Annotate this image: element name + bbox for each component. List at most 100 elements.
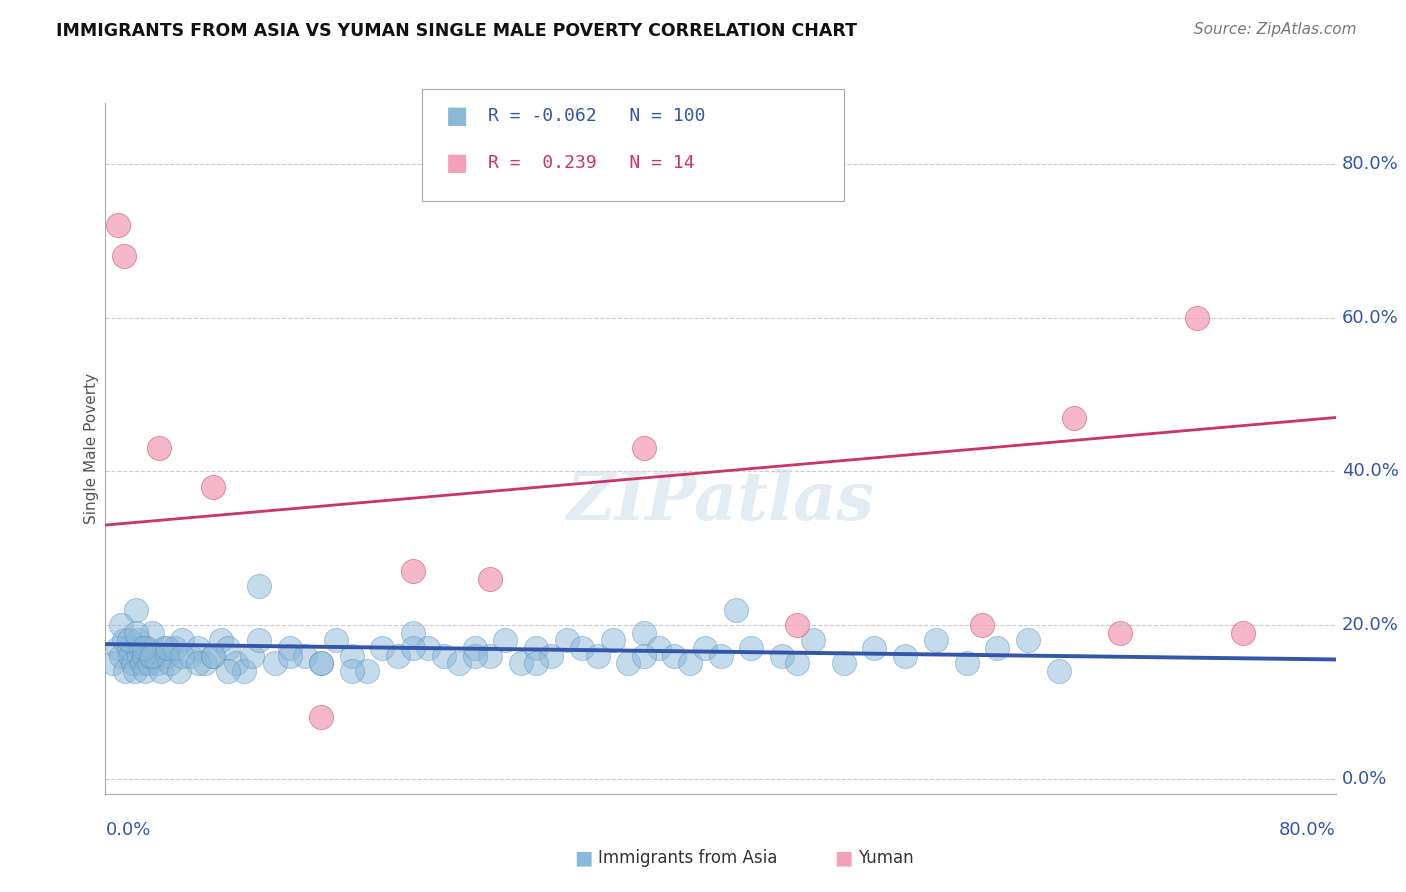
Text: R =  0.239   N = 14: R = 0.239 N = 14 (488, 154, 695, 172)
Point (832, 657, 855, 671)
Text: 20.0%: 20.0% (1341, 615, 1399, 634)
Text: ■: ■ (446, 152, 468, 175)
Point (371, 640, 394, 655)
Point (863, 640, 886, 655)
Point (309, 710, 332, 724)
Point (433, 648, 456, 663)
Point (402, 640, 425, 655)
Text: Immigrants from Asia: Immigrants from Asia (598, 849, 778, 867)
Point (143, 648, 166, 663)
Point (138, 657, 160, 671)
Point (633, 625, 655, 640)
Point (325, 633, 347, 648)
Point (202, 648, 225, 663)
Point (125, 602, 148, 616)
Point (356, 664, 378, 678)
Point (710, 648, 733, 663)
Point (571, 640, 593, 655)
Point (146, 657, 169, 671)
Point (786, 657, 808, 671)
Point (786, 618, 808, 632)
Point (540, 648, 562, 663)
Point (124, 664, 146, 678)
Point (494, 633, 516, 648)
Point (232, 664, 254, 678)
Point (122, 657, 145, 671)
Y-axis label: Single Male Poverty: Single Male Poverty (83, 373, 98, 524)
Point (141, 648, 163, 663)
Point (986, 640, 1008, 655)
Point (402, 625, 425, 640)
Point (925, 633, 948, 648)
Point (478, 648, 501, 663)
Point (1063, 410, 1085, 425)
Point (1187, 310, 1209, 325)
Point (132, 640, 155, 655)
Point (340, 664, 363, 678)
Point (120, 648, 141, 663)
Point (202, 480, 225, 494)
Point (128, 648, 150, 663)
Point (149, 664, 172, 678)
Point (218, 664, 240, 678)
Point (464, 648, 486, 663)
Point (129, 640, 152, 655)
Point (148, 442, 170, 455)
Point (278, 640, 301, 655)
Point (132, 648, 155, 663)
Point (478, 572, 501, 586)
Point (894, 648, 917, 663)
Point (664, 648, 686, 663)
Point (263, 657, 285, 671)
Point (418, 640, 440, 655)
Text: 80.0%: 80.0% (1341, 155, 1399, 173)
Point (278, 648, 301, 663)
Point (524, 657, 547, 671)
Point (125, 625, 148, 640)
Point (112, 633, 135, 648)
Point (956, 657, 979, 671)
Text: Source: ZipAtlas.com: Source: ZipAtlas.com (1194, 22, 1357, 37)
Point (159, 657, 181, 671)
Point (240, 648, 263, 663)
Point (110, 618, 132, 632)
Point (101, 657, 124, 671)
Point (107, 640, 129, 655)
Text: 80.0%: 80.0% (1279, 821, 1336, 838)
Text: IMMIGRANTS FROM ASIA VS YUMAN SINGLE MALE POVERTY CORRELATION CHART: IMMIGRANTS FROM ASIA VS YUMAN SINGLE MAL… (56, 22, 858, 40)
Point (1017, 633, 1039, 648)
Point (449, 657, 471, 671)
Point (633, 442, 655, 455)
Text: ■: ■ (574, 848, 593, 868)
Point (340, 648, 363, 663)
Point (801, 633, 824, 648)
Text: ■: ■ (446, 104, 468, 128)
Point (602, 633, 624, 648)
Point (156, 640, 179, 655)
Point (179, 648, 201, 663)
Point (679, 657, 702, 671)
Point (309, 657, 332, 671)
Point (218, 640, 240, 655)
Point (114, 664, 136, 678)
Point (153, 640, 176, 655)
Point (187, 657, 209, 671)
Point (509, 657, 531, 671)
Point (555, 633, 578, 648)
Point (209, 633, 232, 648)
Point (617, 657, 640, 671)
Point (648, 640, 671, 655)
Point (107, 219, 129, 233)
Point (770, 648, 793, 663)
Point (1109, 625, 1132, 640)
Point (387, 648, 409, 663)
Point (127, 633, 149, 648)
Text: ZIPatlas: ZIPatlas (567, 469, 875, 534)
Point (117, 633, 139, 648)
Point (141, 625, 163, 640)
Text: 40.0%: 40.0% (1341, 462, 1399, 480)
Point (633, 648, 655, 663)
Point (134, 664, 156, 678)
Point (136, 640, 159, 655)
Point (695, 640, 717, 655)
